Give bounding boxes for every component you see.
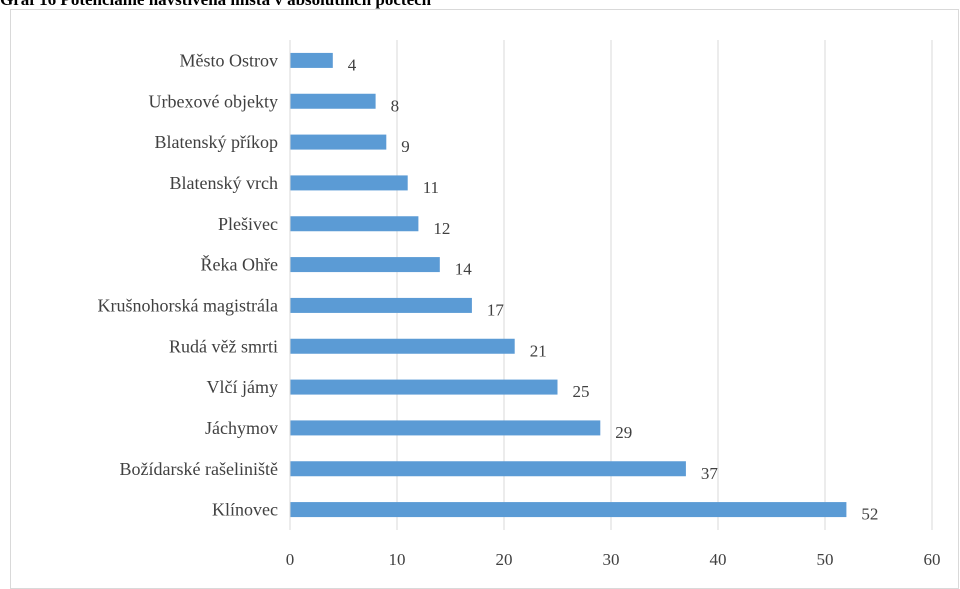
x-tick-label: 60 bbox=[924, 550, 941, 569]
bar bbox=[290, 257, 440, 273]
data-label: 8 bbox=[391, 96, 400, 115]
x-tick-label: 30 bbox=[603, 550, 620, 569]
bar bbox=[290, 52, 333, 68]
data-label: 25 bbox=[573, 382, 590, 401]
category-label: Rudá věž smrti bbox=[169, 336, 278, 356]
category-label: Klínovec bbox=[212, 500, 278, 520]
bar bbox=[290, 297, 472, 313]
chart-area bbox=[10, 9, 959, 589]
category-label: Urbexové objekty bbox=[149, 91, 278, 111]
x-tick-label: 10 bbox=[389, 550, 406, 569]
category-label: Vlčí jámy bbox=[207, 377, 278, 397]
bar bbox=[290, 379, 558, 395]
category-label: Plešivec bbox=[218, 214, 278, 234]
category-label: Božídarské rašeliniště bbox=[120, 459, 278, 479]
chart-title: Graf 16 Potenciálně navštívená místa v a… bbox=[0, 0, 431, 10]
data-label: 52 bbox=[861, 505, 878, 524]
category-label: Město Ostrov bbox=[180, 50, 279, 70]
data-label: 12 bbox=[433, 219, 450, 238]
category-label: Jáchymov bbox=[205, 418, 278, 438]
x-tick-label: 50 bbox=[817, 550, 834, 569]
data-label: 29 bbox=[615, 423, 632, 442]
data-label: 14 bbox=[455, 260, 473, 279]
data-label: 37 bbox=[701, 464, 719, 483]
bar bbox=[290, 338, 515, 354]
data-label: 4 bbox=[348, 55, 357, 74]
bar bbox=[290, 216, 419, 232]
data-label: 11 bbox=[423, 178, 439, 197]
x-tick-label: 20 bbox=[496, 550, 513, 569]
bar bbox=[290, 461, 686, 477]
category-label: Řeka Ohře bbox=[201, 254, 278, 275]
bar bbox=[290, 134, 387, 150]
data-label: 21 bbox=[530, 341, 547, 360]
bar bbox=[290, 175, 408, 191]
category-label: Blatenský příkop bbox=[155, 132, 279, 152]
category-label: Krušnohorská magistrála bbox=[98, 295, 278, 315]
bar bbox=[290, 93, 376, 109]
category-label: Blatenský vrch bbox=[170, 173, 278, 193]
bar bbox=[290, 420, 601, 436]
bar bbox=[290, 502, 847, 518]
x-tick-label: 40 bbox=[710, 550, 727, 569]
data-label: 17 bbox=[487, 300, 505, 319]
x-tick-label: 0 bbox=[286, 550, 295, 569]
data-label: 9 bbox=[401, 137, 410, 156]
